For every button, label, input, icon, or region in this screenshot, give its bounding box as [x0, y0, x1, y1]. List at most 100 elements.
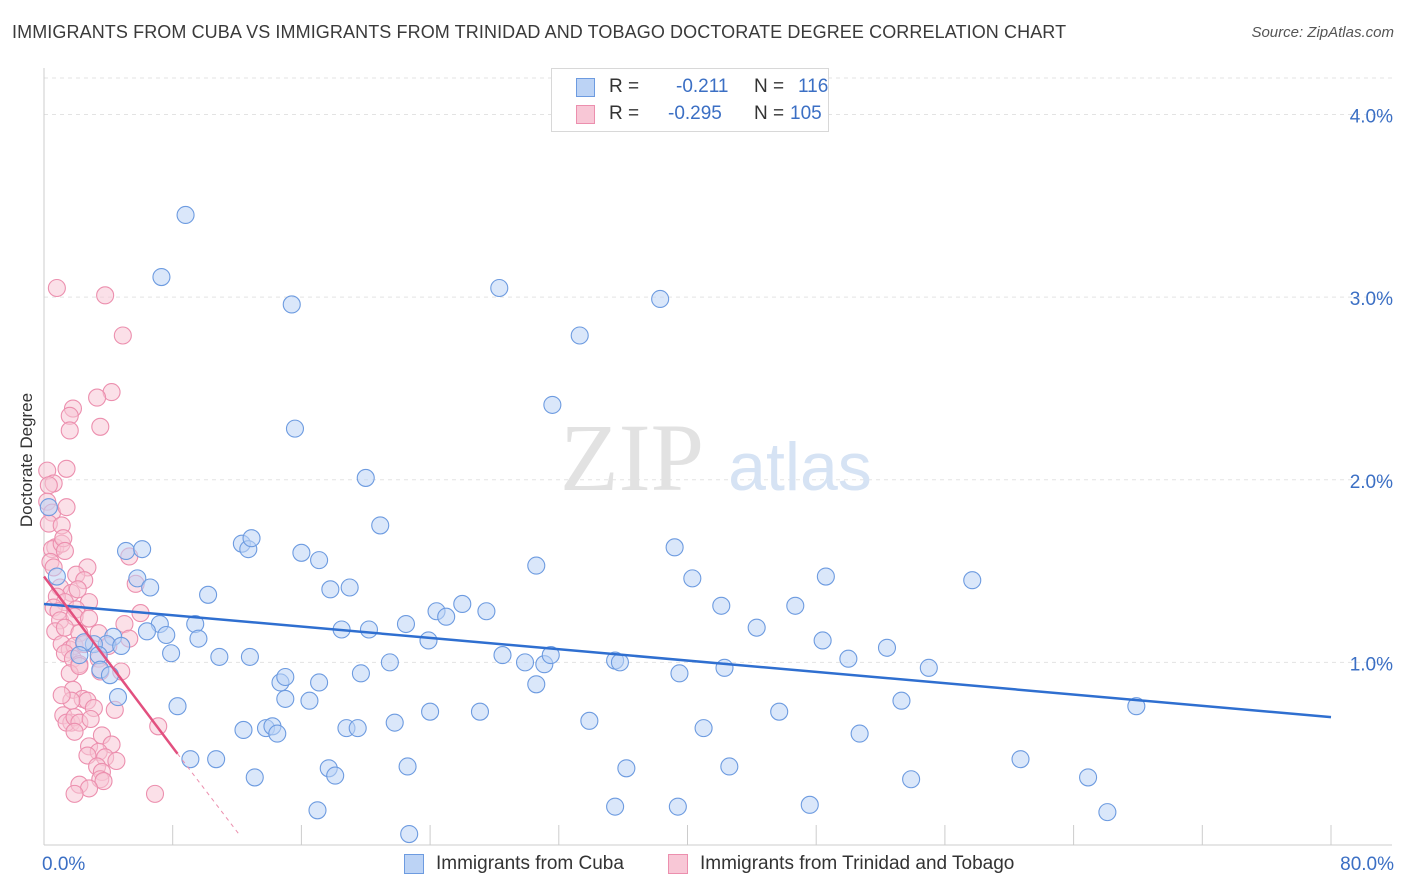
cuba-point: [453, 594, 472, 613]
cuba-point: [570, 326, 589, 345]
tt-point: [57, 459, 76, 478]
cuba-point: [398, 757, 417, 776]
cuba-point: [770, 702, 789, 721]
gridlines: [44, 77, 1392, 663]
tt-point: [68, 580, 87, 599]
cuba-point: [715, 658, 734, 677]
legend-r-value: -0.295: [668, 103, 722, 124]
cuba-point: [800, 795, 819, 814]
cuba-point: [292, 543, 311, 562]
cuba-point: [527, 675, 546, 694]
cuba-point: [141, 578, 160, 597]
cuba-point: [371, 516, 390, 535]
watermark-atlas: atlas: [728, 429, 872, 505]
legend-n-value: 105: [790, 103, 822, 124]
cuba-point: [720, 757, 739, 776]
tt-point: [47, 278, 66, 298]
cuba-point: [137, 622, 157, 641]
cuba-point: [541, 646, 560, 665]
cuba-point: [300, 691, 319, 710]
cuba-point: [902, 770, 921, 789]
cuba-point: [199, 585, 218, 604]
cuba-point: [1127, 697, 1146, 716]
tt-trend-extension: [177, 753, 241, 837]
cuba-point: [308, 801, 327, 820]
tt-point: [79, 609, 99, 628]
cuba-point: [112, 636, 131, 655]
bottom-legend-label-cuba: Immigrants from Cuba: [436, 853, 624, 874]
cuba-point: [108, 688, 128, 707]
cuba-point: [39, 498, 58, 517]
legend-n-value: 116: [798, 76, 829, 97]
cuba-point: [116, 541, 136, 561]
tt-point: [107, 751, 126, 771]
cuba-point: [437, 607, 456, 626]
y-tick-label: 4.0%: [1350, 107, 1393, 128]
cuba-point: [617, 759, 636, 778]
cuba-point: [747, 618, 766, 637]
cuba-point: [712, 596, 731, 615]
legend-swatch-cuba: [576, 78, 595, 97]
cuba-point: [380, 653, 399, 672]
cuba-point: [351, 664, 370, 683]
cuba-point: [385, 713, 404, 732]
cuba-point: [419, 631, 438, 650]
tt-point: [65, 722, 84, 741]
cuba-point: [670, 664, 689, 683]
y-tick-label: 3.0%: [1350, 289, 1393, 310]
legend-r-label: R =: [609, 76, 640, 97]
tt-point: [81, 709, 100, 729]
x-tick-label-min: 0.0%: [42, 854, 85, 875]
y-tick-label: 2.0%: [1350, 472, 1393, 493]
cuba-point: [477, 602, 496, 621]
chart-title: IMMIGRANTS FROM CUBA VS IMMIGRANTS FROM …: [12, 22, 1067, 42]
tt-point: [91, 417, 110, 436]
cuba-point: [694, 719, 713, 738]
cuba-point: [1098, 803, 1117, 822]
cuba-point: [168, 697, 187, 716]
cuba-point: [493, 646, 512, 665]
tt-point: [88, 388, 107, 407]
tt-point: [65, 784, 84, 803]
cuba-point: [157, 625, 176, 645]
cuba-point: [100, 666, 120, 685]
cuba-point: [543, 395, 562, 414]
cuba-point: [470, 702, 490, 721]
tt-point: [94, 772, 113, 791]
cuba-point: [400, 824, 419, 844]
cuba-point: [242, 529, 261, 548]
cuba-point: [152, 268, 171, 287]
cuba-point: [515, 653, 535, 672]
tt-point: [113, 326, 132, 345]
cuba-point: [1079, 768, 1098, 787]
cuba-point: [786, 596, 805, 615]
cuba-point: [1011, 750, 1030, 769]
series-trinidad-tobago-points: [38, 278, 168, 803]
cuba-point: [396, 614, 416, 634]
cuba-point: [70, 646, 89, 665]
cuba-point: [348, 719, 367, 738]
cuba-point: [668, 797, 687, 816]
tt-point: [52, 686, 71, 705]
cuba-point: [176, 205, 195, 225]
cuba-point: [276, 667, 295, 687]
legend-n-label: N =: [754, 103, 785, 124]
legend: R = -0.211 N = 116 R = -0.295 N = 105: [551, 68, 829, 132]
cuba-point: [133, 540, 152, 559]
cuba-point: [326, 766, 345, 785]
y-tick-label: 1.0%: [1350, 654, 1393, 675]
cuba-point: [850, 724, 869, 743]
cuba-point: [527, 556, 546, 575]
series-cuba-points: [39, 205, 1146, 844]
cuba-point: [310, 673, 329, 692]
bottom-legend-label-tt: Immigrants from Trinidad and Tobago: [700, 853, 1015, 874]
cuba-point: [210, 647, 229, 666]
axes: [43, 68, 1392, 846]
legend-swatch-tt: [576, 105, 595, 124]
cuba-point: [359, 620, 379, 639]
cuba-trend-line: [43, 602, 1332, 719]
cuba-point: [310, 551, 329, 570]
cuba-point: [683, 569, 702, 588]
tt-point: [60, 421, 79, 440]
